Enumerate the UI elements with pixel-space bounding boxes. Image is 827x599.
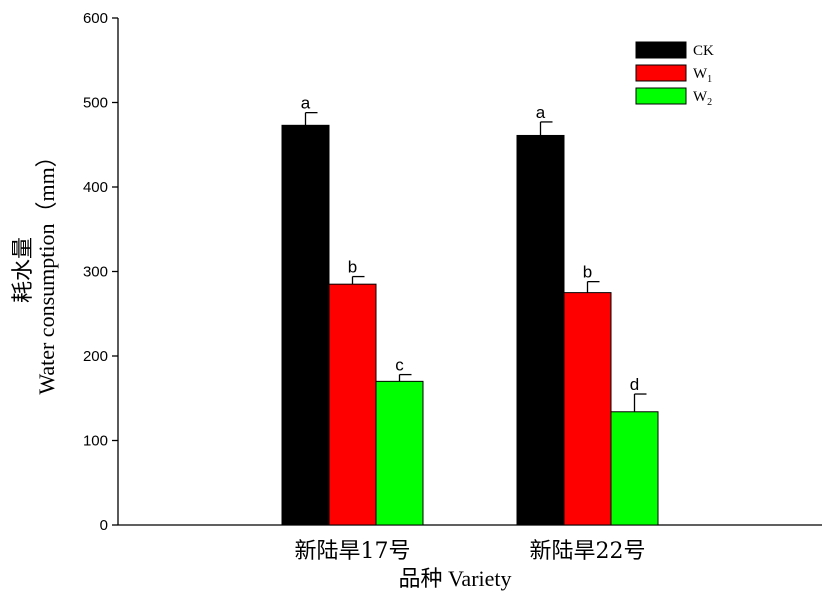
bar-groups: a b c a b d [281, 94, 659, 526]
y-tick-label: 0 [100, 517, 108, 534]
legend-swatch [635, 87, 687, 105]
bar [610, 411, 659, 526]
y-axis-title: 耗水量 Water consumption（mm） [10, 145, 59, 394]
y-axis-title-en: Water consumption（mm） [34, 145, 59, 394]
legend: CK W1 W2 [635, 41, 714, 108]
significance-label: b [348, 258, 357, 277]
legend-swatch [635, 41, 687, 59]
legend-item: CK [635, 41, 714, 59]
category-label: 新陆旱17号 [295, 539, 411, 564]
bar-group: a b d [516, 103, 659, 526]
significance-label: c [395, 356, 404, 375]
y-ticks: 0 100 200 300 400 500 600 [83, 10, 118, 534]
legend-swatch [635, 64, 687, 82]
significance-label: b [583, 263, 592, 282]
bar [328, 283, 377, 526]
bar-group: a b c [281, 94, 424, 526]
legend-item: W1 [635, 64, 712, 85]
legend-label: W1 [693, 66, 712, 85]
y-tick-label: 100 [83, 433, 108, 450]
y-tick-label: 300 [83, 264, 108, 281]
legend-label: W2 [693, 89, 712, 108]
significance-label: a [301, 94, 311, 113]
chart-axes: 0 100 200 300 400 500 600 [83, 10, 822, 534]
y-tick-label: 200 [83, 348, 108, 365]
category-labels: 新陆旱17号 新陆旱22号 [295, 539, 646, 564]
legend-label: CK [693, 43, 714, 59]
legend-item: W2 [635, 87, 712, 108]
y-tick-label: 600 [83, 10, 108, 27]
bar [563, 292, 612, 526]
x-axis-title: 品种 Variety [398, 566, 511, 591]
significance-label: a [536, 103, 546, 122]
significance-label: d [630, 375, 639, 394]
category-label: 新陆旱22号 [530, 539, 646, 564]
bar [281, 124, 330, 526]
y-tick-label: 500 [83, 95, 108, 112]
bar [516, 134, 565, 526]
y-tick-label: 400 [83, 179, 108, 196]
bar [375, 380, 424, 526]
y-axis-title-cn: 耗水量 [10, 237, 35, 303]
